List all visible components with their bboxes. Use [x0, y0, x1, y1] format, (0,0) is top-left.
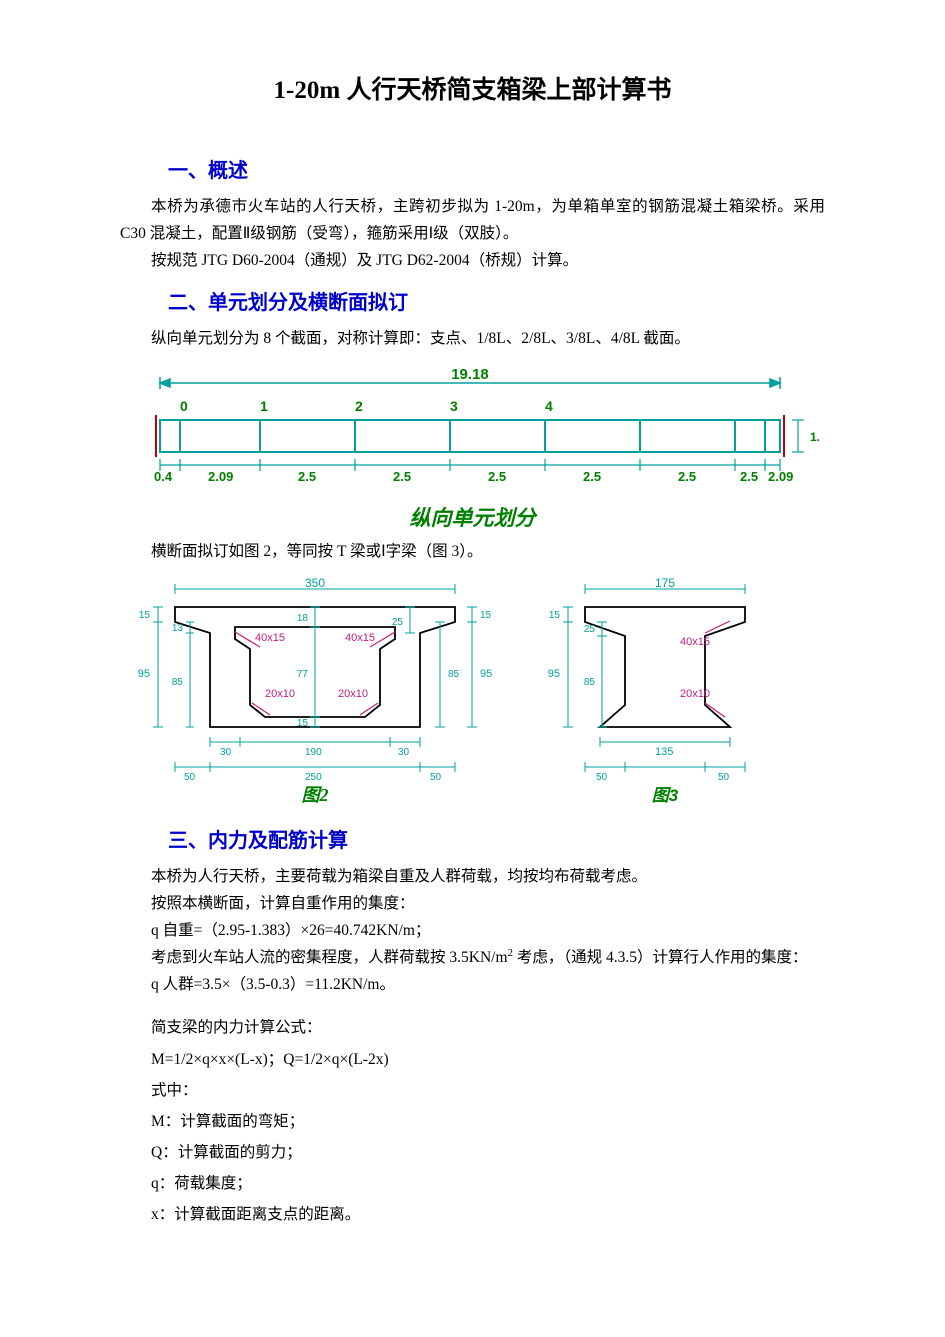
fig3-tag2: 20x10 [680, 688, 710, 700]
s3-eq3: M=1/2×q×x×(L-x)；Q=1/2×q×(L-2x) [120, 1046, 825, 1073]
fig2-mtop2: 25 [392, 617, 404, 628]
node-1: 1 [260, 398, 268, 414]
fig2-rh: 15 [480, 610, 492, 621]
bottom-dim-5: 2.5 [583, 469, 601, 484]
fig2-b30b: 30 [398, 747, 410, 758]
s2-p1: 纵向单元划分为 8 个截面，对称计算即：支点、1/8L、2/8L、3/8L、4/… [120, 325, 825, 352]
page-title: 1-20m 人行天桥简支箱梁上部计算书 [120, 70, 825, 106]
fig2-b50a: 50 [184, 772, 196, 783]
fig3-b50b: 50 [718, 772, 730, 783]
s3-d1: M：计算截面的弯矩； [120, 1108, 825, 1135]
s1-p2: 按规范 JTG D60-2004（通规）及 JTG D62-2004（桥规）计算… [120, 247, 825, 274]
node-0: 0 [180, 398, 188, 414]
s3-d2: Q：计算截面的剪力； [120, 1139, 825, 1166]
fig3-hin: 85 [584, 677, 596, 688]
fig2-b190: 190 [305, 747, 322, 758]
bottom-dim-0: 0.4 [154, 469, 173, 484]
bottom-dim-7: 2.5 [740, 469, 758, 484]
s3-p3b: 考虑，（通规 4.3.5）计算行人作用的集度： [513, 949, 808, 966]
fig2-lh2: 13 [172, 623, 184, 634]
fig3-tag1: 40x15 [680, 636, 710, 648]
bottom-dim-4: 2.5 [488, 469, 506, 484]
bottom-dim-1: 2.09 [208, 469, 233, 484]
s1-p1: 本桥为承德市火车站的人行天桥，主跨初步拟为 1-20m，为单箱单室的钢筋混凝土箱… [120, 193, 825, 247]
fig2-mh: 77 [297, 669, 309, 680]
s3-p3a: 考虑到火车站人流的密集程度，人群荷载按 3.5KN/m [151, 949, 508, 966]
fig3-b50a: 50 [596, 772, 608, 783]
s3-d4: x：计算截面距离支点的距离。 [120, 1201, 825, 1228]
node-3: 3 [450, 398, 458, 414]
section2-heading: 二、单元划分及横断面拟订 [168, 286, 825, 315]
s3-p2: 按照本横断面，计算自重作用的集度： [120, 890, 825, 917]
fig2-tag2: 40x15 [345, 632, 375, 644]
section3-heading: 三、内力及配筋计算 [168, 824, 825, 853]
s3-p1: 本桥为人行天桥，主要荷载为箱梁自重及人群荷载，均按均布荷载考虑。 [120, 863, 825, 890]
eq2-label: q 人群= [151, 976, 202, 993]
s3-p5: 式中： [120, 1077, 825, 1104]
s3-p4: 简支梁的内力计算公式： [120, 1014, 825, 1041]
fig2-tag4: 20x10 [338, 688, 368, 700]
fig3-label: 图3 [652, 786, 679, 805]
bottom-dim-3: 2.5 [393, 469, 411, 484]
diagram1-caption: 纵向单元划分 [120, 502, 825, 532]
fig3-lh2: 25 [584, 624, 596, 635]
fig2-hin-r: 85 [448, 669, 460, 680]
cross-section-figures: 350 40x15 40x15 20x10 20x10 [120, 577, 825, 812]
node-4: 4 [545, 398, 553, 414]
eq1-label: q 自重= [151, 922, 202, 939]
fig3-lh: 15 [549, 610, 561, 621]
fig3-b135: 135 [655, 746, 673, 758]
s2-p2: 横断面拟订如图 2，等同按 T 梁或Ⅰ字梁（图 3）。 [120, 538, 825, 565]
fig2-htot: 95 [138, 668, 150, 680]
fig2-label: 图2 [302, 785, 329, 805]
bottom-dim-8: 2.09 [768, 469, 793, 484]
fig2-hin: 85 [172, 677, 184, 688]
bottom-dim-2: 2.5 [298, 469, 316, 484]
bottom-dim-6: 2.5 [678, 469, 696, 484]
fig2-b250: 250 [305, 772, 322, 783]
fig2-tag1: 40x15 [255, 632, 285, 644]
fig2-tag3: 20x10 [265, 688, 295, 700]
fig2-htot-r: 95 [480, 668, 492, 680]
eq1-body: （2.95-1.383）×26=40.742KN/m； [202, 922, 430, 939]
eq2-body: 3.5×（3.5-0.3）=11.2KN/m。 [202, 976, 395, 993]
fig2-b50b: 50 [430, 772, 442, 783]
longitudinal-diagram: 19.18 0 1 2 3 4 [120, 365, 825, 532]
fig3-htot: 95 [548, 668, 560, 680]
fig2-lh: 15 [139, 610, 151, 621]
fig3-topw: 175 [655, 577, 675, 590]
node-2: 2 [355, 398, 363, 414]
s3-d3: q：荷载集度； [120, 1170, 825, 1197]
fig2-mtop: 18 [297, 613, 309, 624]
section1-heading: 一、概述 [168, 154, 825, 183]
s3-eq1: q 自重=（2.95-1.383）×26=40.742KN/m； [120, 917, 825, 944]
span-total: 19.18 [451, 366, 489, 383]
s3-eq2: q 人群=3.5×（3.5-0.3）=11.2KN/m。 [120, 971, 825, 998]
fig2-bt: 15 [297, 718, 309, 729]
fig2-topw: 350 [305, 577, 325, 590]
s3-p3: 考虑到火车站人流的密集程度，人群荷载按 3.5KN/m2 考虑，（通规 4.3.… [120, 944, 825, 971]
right-dim: 1.1 [810, 430, 820, 444]
fig2-b30a: 30 [220, 747, 232, 758]
